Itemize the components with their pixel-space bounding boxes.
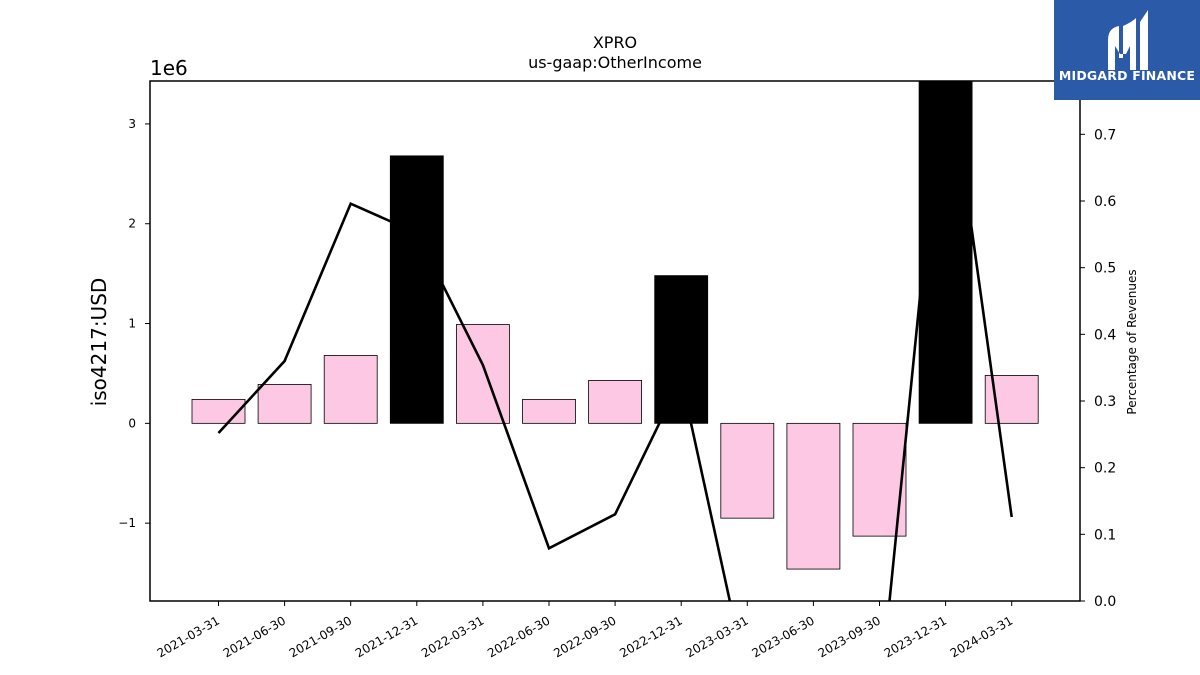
y-tick-label: 0: [128, 416, 136, 430]
x-tick-label: 2023-03-31: [683, 613, 750, 660]
y2-tick-label: 0.4: [1094, 327, 1116, 343]
y2-tick-label: 0.5: [1094, 261, 1116, 277]
bar-2023-12-31: [918, 81, 973, 424]
brand-logo: MIDGARD FINANCE: [1054, 0, 1200, 100]
y2-tick-label: 0.7: [1094, 127, 1116, 143]
y-tick-label: 3: [128, 117, 136, 131]
logo-text: MIDGARD FINANCE: [1058, 68, 1196, 83]
x-tick-label: 2021-12-31: [353, 613, 420, 660]
bar-2021-12-31: [389, 155, 444, 424]
x-tick-label: 2023-06-30: [749, 613, 816, 660]
y2-tick-label: 0.6: [1094, 194, 1116, 210]
y-tick-label: 1: [128, 317, 136, 331]
bars-group: [191, 81, 1039, 570]
bar-2022-12-31: [654, 275, 709, 424]
line-group: [217, 81, 1013, 601]
x-tick-label: 2022-12-31: [617, 613, 684, 660]
y2-tick-label: 0.2: [1094, 461, 1116, 477]
bar-2022-03-31: [455, 324, 510, 424]
x-tick-label: 2021-03-31: [155, 613, 222, 660]
y2-tick-label: 0.1: [1094, 527, 1116, 543]
y2-tick-label: 0.0: [1094, 594, 1116, 610]
bar-2023-03-31: [720, 422, 775, 519]
bar-2023-06-30: [786, 422, 841, 570]
chart-title: XPRO: [593, 33, 637, 52]
x-tick-label: 2021-06-30: [221, 613, 288, 660]
x-tick-label: 2021-09-30: [287, 613, 354, 660]
x-tick-label: 2022-03-31: [419, 613, 486, 660]
y2-axis-label: Percentage of Revenues: [1125, 269, 1139, 414]
y2-tick-label: 0.3: [1094, 394, 1116, 410]
x-tick-label: 2023-12-31: [882, 613, 949, 660]
y-axis-label: iso4217:USD: [87, 278, 111, 407]
bar-2021-09-30: [323, 355, 378, 424]
bar-2024-03-31: [984, 375, 1039, 424]
chart-subtitle: us-gaap:OtherIncome: [528, 53, 702, 72]
y-tick-label: −1: [118, 516, 136, 530]
y-offset-label: 1e6: [150, 56, 188, 80]
x-tick-label: 2022-09-30: [551, 613, 618, 660]
bar-2022-06-30: [522, 398, 576, 424]
x-tick-label: 2022-06-30: [485, 613, 552, 660]
y-tick-label: 2: [128, 217, 136, 231]
bar-2021-06-30: [257, 384, 312, 424]
line-series-segment-1: [888, 81, 1013, 601]
x-tick-label: 2023-09-30: [816, 613, 883, 660]
bar-2022-09-30: [588, 380, 642, 424]
line-series-segment-0: [217, 201, 732, 601]
logo-mark-icon: [1108, 10, 1148, 70]
x-tick-label: 2024-03-31: [948, 613, 1015, 660]
